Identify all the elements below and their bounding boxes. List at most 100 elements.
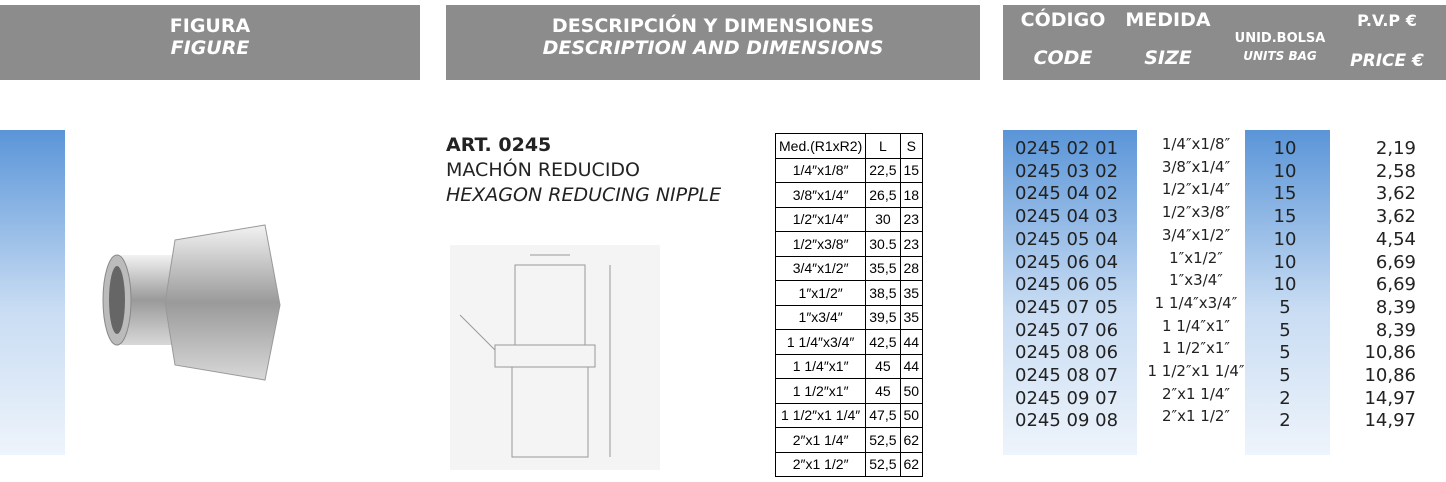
cell: 42,5: [865, 329, 901, 355]
price-cell: 14,97: [1364, 387, 1416, 409]
cell: 47,5: [865, 402, 901, 428]
cell: 2″x1 1/2″: [774, 451, 867, 477]
cell: 52,5: [865, 427, 901, 453]
price-cell: 5: [1279, 319, 1291, 341]
price-cell: 5: [1279, 342, 1291, 364]
price-cell: 2″x1 1/4″: [1161, 384, 1231, 403]
header-cell: L: [865, 133, 901, 159]
price-cell: 0245 06 05: [1015, 274, 1119, 296]
dimension-table: Med.(R1xR2) L S 1/4″x1/8″ 22,5 15 3/8″x1/4″ 26,…: [774, 133, 924, 477]
cell: 1 1/4″x3/4″: [774, 329, 867, 355]
price-cell: 0245 06 04: [1015, 251, 1119, 273]
cell: 44: [899, 329, 924, 355]
cell: 38,5: [865, 280, 901, 306]
description-header: DESCRIPCIÓN Y DIMENSIONES DESCRIPTION AN…: [446, 5, 980, 80]
cell: 1 1/2″x1″: [774, 378, 867, 404]
row: 1/2″x3/8″ 30.5 23: [774, 231, 924, 257]
cell: 52,5: [865, 451, 901, 477]
cell: 3/4″x1/2″: [774, 255, 867, 281]
price-cell: 2″x1 1/2″: [1161, 407, 1231, 426]
cell: 39,5: [865, 304, 901, 330]
price-cell: 0245 08 07: [1015, 365, 1119, 386]
cell: 1/2″x3/8″: [774, 231, 867, 257]
header-cell: Med.(R1xR2): [774, 133, 867, 159]
price-cell: 3/8″x1/4″: [1161, 157, 1231, 176]
price-cell: 15: [1273, 183, 1297, 205]
cell: 26,5: [865, 182, 901, 208]
cell: 1 1/4″x1″: [774, 353, 867, 379]
cell: 62: [899, 451, 924, 477]
header-es: CÓDIGO: [1020, 9, 1106, 31]
cell: 1″x3/4″: [774, 304, 867, 330]
header-en: CODE: [1033, 47, 1093, 69]
cell: 28: [899, 255, 924, 281]
row: 1/2″x1/4″ 30 23: [774, 206, 924, 232]
price-cell: 0245 07 06: [1015, 319, 1119, 341]
header-en: DESCRIPTION AND DIMENSIONS: [542, 37, 884, 59]
cell: 62: [899, 427, 924, 453]
price-cell: 0245 09 07: [1015, 387, 1119, 409]
name-es: MACHÓN REDUCIDO: [446, 159, 641, 181]
cell: 23: [899, 206, 924, 232]
row: 3/8″x1/4″ 26,5 18: [774, 182, 924, 208]
price-cell: 1″x1/2″: [1169, 248, 1223, 267]
code-column-bg: [1003, 130, 1137, 455]
cell: 45: [865, 353, 901, 379]
price-cell: 10: [1273, 160, 1297, 182]
row: 1″x1/2″ 38,5 35: [774, 280, 924, 306]
article: ART. 0245: [446, 134, 552, 156]
product-photo: [102, 224, 281, 381]
cell: 50: [899, 378, 924, 404]
cell: 15: [899, 157, 924, 183]
price-cell: 3/4″x1/2″: [1161, 225, 1231, 244]
row: 3/4″x1/2″ 35,5 28: [774, 255, 924, 281]
cell: 1/4″x1/8″: [774, 157, 867, 183]
figure-header: FIGURA FIGURE: [0, 5, 420, 80]
cell: 1 1/2″x1 1/4″: [774, 402, 867, 428]
price-cell: 10: [1273, 251, 1297, 273]
price-cell: 1 1/4″x3/4″: [1154, 293, 1238, 312]
cell: 44: [899, 353, 924, 379]
cell: 3/8″x1/4″: [774, 182, 867, 208]
header-es: DESCRIPCIÓN Y DIMENSIONES: [551, 15, 875, 37]
header-es: P.V.P €: [1357, 11, 1417, 30]
price-cell: 2,58: [1375, 160, 1416, 182]
side-bar: [0, 130, 65, 455]
cell: 45: [865, 378, 901, 404]
price-cell: 14,97: [1364, 410, 1416, 432]
cell: 50: [899, 402, 924, 428]
price-cell: 10,86: [1364, 342, 1416, 364]
price-cell: 0245 08 06: [1015, 342, 1119, 364]
price-cell: 0245 05 04: [1015, 228, 1119, 250]
header-en: UNITS BAG: [1243, 49, 1317, 63]
cell: 35: [899, 280, 924, 306]
price-cell: 1 1/2″x1″: [1161, 339, 1231, 358]
price-cell: 10: [1273, 274, 1297, 296]
row: 1 1/2″x1″ 45 50: [774, 378, 924, 404]
price-cell: 1 1/2″x1 1/4″: [1147, 362, 1245, 380]
header-es: MEDIDA: [1125, 9, 1211, 31]
price-cell: 2: [1279, 410, 1291, 432]
cell: 30: [865, 206, 901, 232]
price-cell: 3,62: [1375, 206, 1416, 228]
header-row: Med.(R1xR2) L S: [774, 133, 924, 159]
price-cell: 3,62: [1375, 183, 1416, 205]
technical-drawing: [450, 245, 660, 470]
header-es: UNID.BOLSA: [1234, 31, 1326, 46]
row: 1 1/2″x1 1/4″ 47,5 50: [774, 402, 924, 428]
price-cell: 1/4″x1/8″: [1161, 135, 1231, 153]
price-cell: 1 1/4″x1″: [1161, 316, 1231, 335]
price-cell: 0245 02 01: [1015, 138, 1119, 159]
price-cell: 0245 09 08: [1015, 410, 1119, 432]
cell: 35,5: [865, 255, 901, 281]
name-en: HEXAGON REDUCING NIPPLE: [446, 184, 722, 206]
price-cell: 8,39: [1375, 296, 1416, 318]
price-header: CÓDIGO CODE MEDIDA SIZE UNID.BOLSA UNITS…: [1003, 5, 1446, 80]
price-cell: 0245 03 02: [1015, 160, 1119, 182]
header-en: SIZE: [1144, 47, 1192, 69]
cell: 1/2″x1/4″: [774, 206, 867, 232]
units-column-bg: [1245, 130, 1330, 455]
row: 2″x1 1/4″ 52,5 62: [774, 427, 924, 453]
cell: 2″x1 1/4″: [774, 427, 867, 453]
